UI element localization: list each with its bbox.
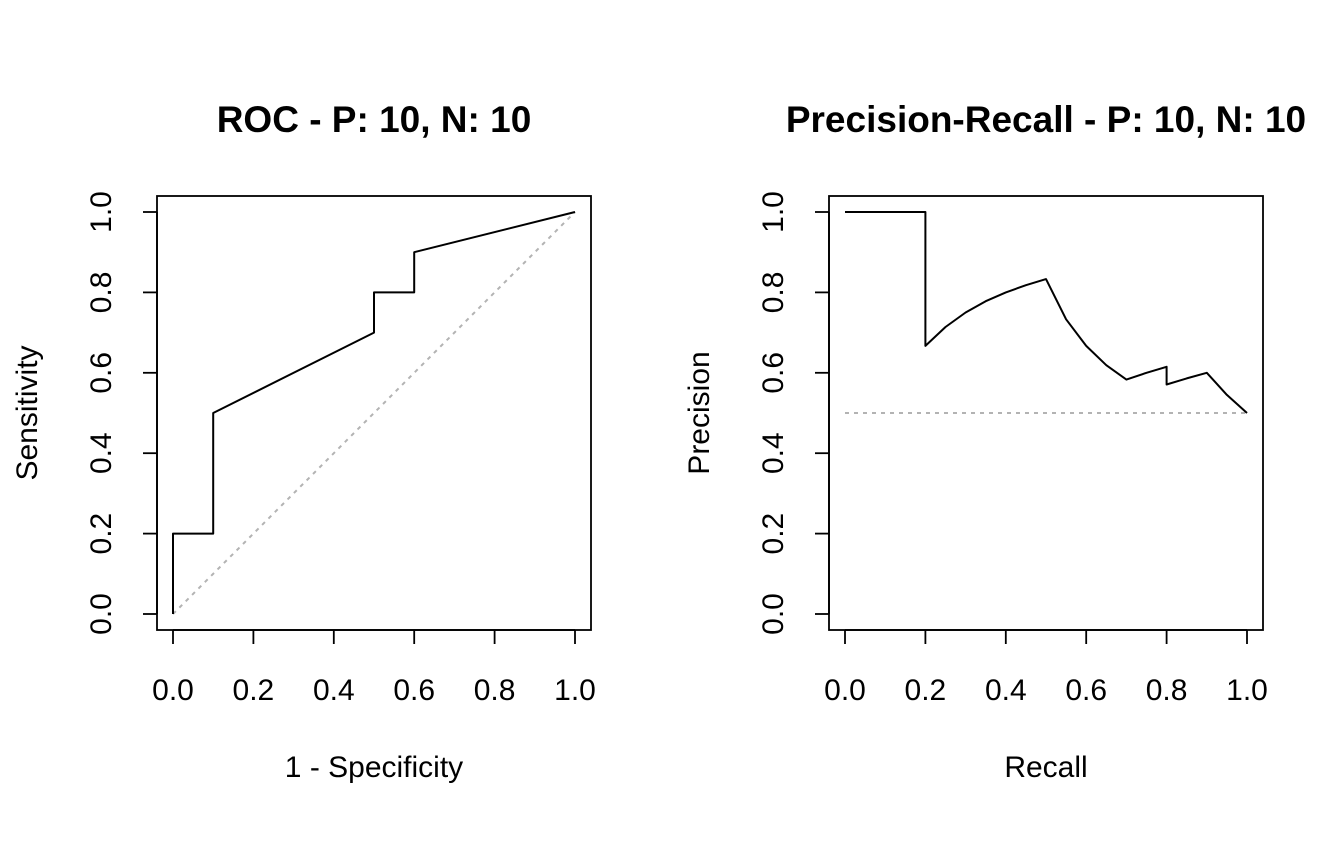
roc-x-axis-label: 1 - Specificity: [285, 751, 463, 784]
roc-y-tick-label: 0.6: [85, 352, 118, 394]
pr-y-tick-label: 0.2: [757, 513, 790, 555]
pr-x-tick-label: 0.0: [824, 674, 866, 707]
roc-y-axis-label: Sensitivity: [11, 345, 44, 480]
pr-x-tick-label: 0.2: [905, 674, 947, 707]
pr-y-tick-label: 0.6: [757, 352, 790, 394]
pr-x-axis: 0.0 0.2 0.4 0.6 0.8 1.0: [824, 629, 1268, 707]
pr-y-tick-label: 1.0: [757, 191, 790, 233]
roc-y-axis: 0.0 0.2 0.4 0.6 0.8 1.0: [85, 191, 158, 635]
pr-y-axis: 0.0 0.2 0.4 0.6 0.8 1.0: [757, 191, 830, 635]
roc-x-tick-label: 1.0: [554, 674, 596, 707]
roc-curve-layer: [172, 211, 576, 614]
pr-curve: [845, 211, 1248, 414]
pr-x-tick-label: 0.8: [1146, 674, 1188, 707]
roc-curve: [172, 211, 576, 614]
roc-y-tick-label: 0.0: [85, 593, 118, 635]
pr-y-axis-label: Precision: [683, 351, 716, 474]
roc-y-tick-label: 0.8: [85, 272, 118, 314]
pr-title: Precision-Recall - P: 10, N: 10: [786, 99, 1306, 140]
pr-y-tick-label: 0.0: [757, 593, 790, 635]
roc-x-tick-label: 0.0: [152, 674, 194, 707]
roc-x-tick-label: 0.4: [313, 674, 355, 707]
roc-x-tick-label: 0.6: [393, 674, 435, 707]
roc-y-tick-label: 0.4: [85, 432, 118, 474]
pr-x-tick-label: 0.4: [985, 674, 1027, 707]
pr-curve-layer: [845, 211, 1248, 414]
roc-y-tick-label: 0.2: [85, 513, 118, 555]
roc-panel: ROC - P: 10, N: 10 0.0 0.2 0.4 0.6 0.8 1.0 0.…: [11, 99, 596, 784]
roc-x-tick-label: 0.8: [474, 674, 516, 707]
roc-x-axis: 0.0 0.2 0.4 0.6 0.8 1.0: [152, 629, 596, 707]
pr-x-tick-label: 1.0: [1226, 674, 1268, 707]
pr-x-axis-label: Recall: [1004, 751, 1087, 784]
roc-x-tick-label: 0.2: [233, 674, 275, 707]
pr-panel: Precision-Recall - P: 10, N: 10 0.0 0.2 0.…: [683, 99, 1306, 784]
pr-y-tick-label: 0.4: [757, 432, 790, 474]
roc-title: ROC - P: 10, N: 10: [217, 99, 532, 140]
pr-x-tick-label: 0.6: [1065, 674, 1107, 707]
pr-y-tick-label: 0.8: [757, 272, 790, 314]
roc-y-tick-label: 1.0: [85, 191, 118, 233]
